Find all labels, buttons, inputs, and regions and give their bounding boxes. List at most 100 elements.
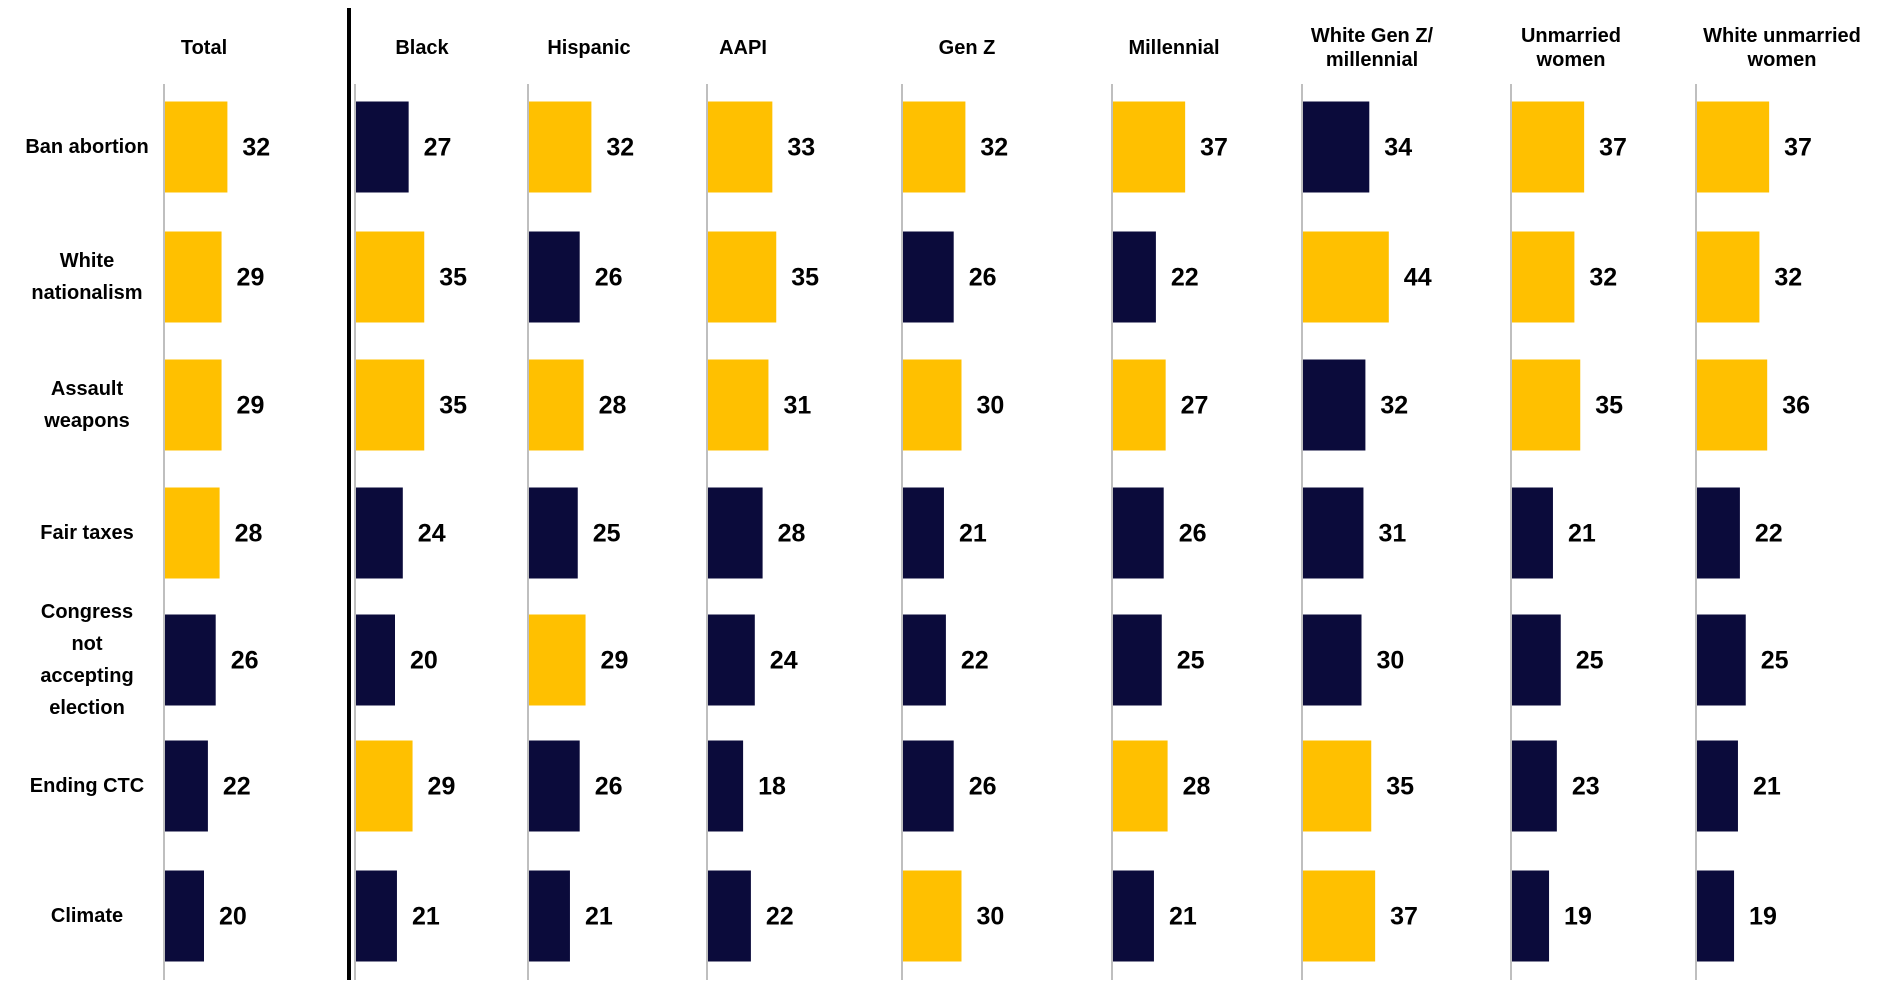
bar xyxy=(1697,870,1735,962)
value-label: 19 xyxy=(1749,903,1777,931)
value-label: 21 xyxy=(1753,773,1781,801)
value-label: 29 xyxy=(601,647,629,675)
column-header: Black xyxy=(395,37,449,59)
value-label: 22 xyxy=(961,647,989,675)
value-label: 21 xyxy=(412,903,440,931)
bar xyxy=(1113,740,1168,832)
value-label: 20 xyxy=(219,903,247,931)
value-label: 34 xyxy=(1384,134,1412,162)
value-label: 26 xyxy=(969,264,997,292)
value-label: 26 xyxy=(969,773,997,801)
column-header: Hispanic xyxy=(547,37,631,59)
value-label: 26 xyxy=(595,264,623,292)
bar xyxy=(903,101,966,193)
row-label: Ending CTC xyxy=(29,775,145,797)
value-label: 37 xyxy=(1784,134,1812,162)
bar xyxy=(1512,101,1585,193)
value-label: 20 xyxy=(410,647,438,675)
bar xyxy=(1512,359,1581,451)
value-label: 32 xyxy=(1774,264,1802,292)
bar xyxy=(165,231,222,323)
value-label: 26 xyxy=(231,647,259,675)
bar xyxy=(165,614,216,706)
value-label: 37 xyxy=(1200,134,1228,162)
bar xyxy=(356,614,395,706)
value-label: 25 xyxy=(1576,647,1604,675)
value-label: 32 xyxy=(1589,264,1617,292)
bar xyxy=(708,870,751,962)
bar xyxy=(356,101,409,193)
value-label: 32 xyxy=(242,134,270,162)
column-header: Millennial xyxy=(1128,37,1220,59)
bar xyxy=(1512,614,1561,706)
value-label: 22 xyxy=(1171,264,1199,292)
bar xyxy=(1303,870,1376,962)
value-label: 25 xyxy=(1761,647,1789,675)
value-label: 32 xyxy=(980,134,1008,162)
value-label: 28 xyxy=(235,520,263,548)
column-header: Unmarried women xyxy=(1520,25,1622,71)
bar xyxy=(1113,487,1164,579)
value-label: 21 xyxy=(1568,520,1596,548)
value-label: 25 xyxy=(1177,647,1205,675)
value-label: 26 xyxy=(1179,520,1207,548)
value-label: 18 xyxy=(758,773,786,801)
bar xyxy=(165,359,222,451)
value-label: 37 xyxy=(1390,903,1418,931)
value-label: 37 xyxy=(1599,134,1627,162)
value-label: 22 xyxy=(223,773,251,801)
value-label: 19 xyxy=(1564,903,1592,931)
bar xyxy=(356,870,397,962)
bar xyxy=(1697,359,1768,451)
column-header: AAPI xyxy=(719,37,767,59)
bar xyxy=(1303,231,1389,323)
bar xyxy=(1512,740,1557,832)
row-label: Assault weapons xyxy=(44,378,130,432)
value-label: 44 xyxy=(1404,264,1432,292)
value-label: 30 xyxy=(977,392,1005,420)
row-label: Climate xyxy=(50,905,124,927)
bar xyxy=(1512,231,1575,323)
bar xyxy=(903,231,954,323)
row-label: Fair taxes xyxy=(40,522,134,544)
bar xyxy=(529,231,580,323)
column-header: Gen Z xyxy=(938,37,996,59)
bar xyxy=(165,870,204,962)
bar xyxy=(1113,101,1186,193)
bar xyxy=(1697,614,1746,706)
column-header: White Gen Z/ millennial xyxy=(1310,25,1434,71)
bar xyxy=(903,614,946,706)
value-label: 31 xyxy=(783,392,811,420)
value-label: 28 xyxy=(599,392,627,420)
value-label: 28 xyxy=(1183,773,1211,801)
value-label: 33 xyxy=(787,134,815,162)
row-label: White nationalism xyxy=(31,250,143,304)
bar xyxy=(165,487,220,579)
value-label: 32 xyxy=(606,134,634,162)
bar xyxy=(356,740,413,832)
bar xyxy=(903,487,944,579)
bar xyxy=(1113,870,1154,962)
value-label: 30 xyxy=(977,903,1005,931)
value-label: 24 xyxy=(418,520,446,548)
value-label: 23 xyxy=(1572,773,1600,801)
bar xyxy=(356,231,425,323)
value-label: 21 xyxy=(959,520,987,548)
column-header: Total xyxy=(180,37,228,59)
bar xyxy=(529,614,586,706)
value-label: 29 xyxy=(237,392,265,420)
bar xyxy=(356,359,425,451)
bar xyxy=(903,359,962,451)
bar xyxy=(529,487,578,579)
value-label: 31 xyxy=(1378,520,1406,548)
value-label: 32 xyxy=(1380,392,1408,420)
bar xyxy=(1697,740,1738,832)
bar xyxy=(1303,359,1366,451)
value-label: 35 xyxy=(439,392,467,420)
bar xyxy=(529,870,570,962)
bar xyxy=(529,359,584,451)
value-label: 35 xyxy=(1595,392,1623,420)
value-label: 35 xyxy=(439,264,467,292)
bar xyxy=(1113,359,1166,451)
